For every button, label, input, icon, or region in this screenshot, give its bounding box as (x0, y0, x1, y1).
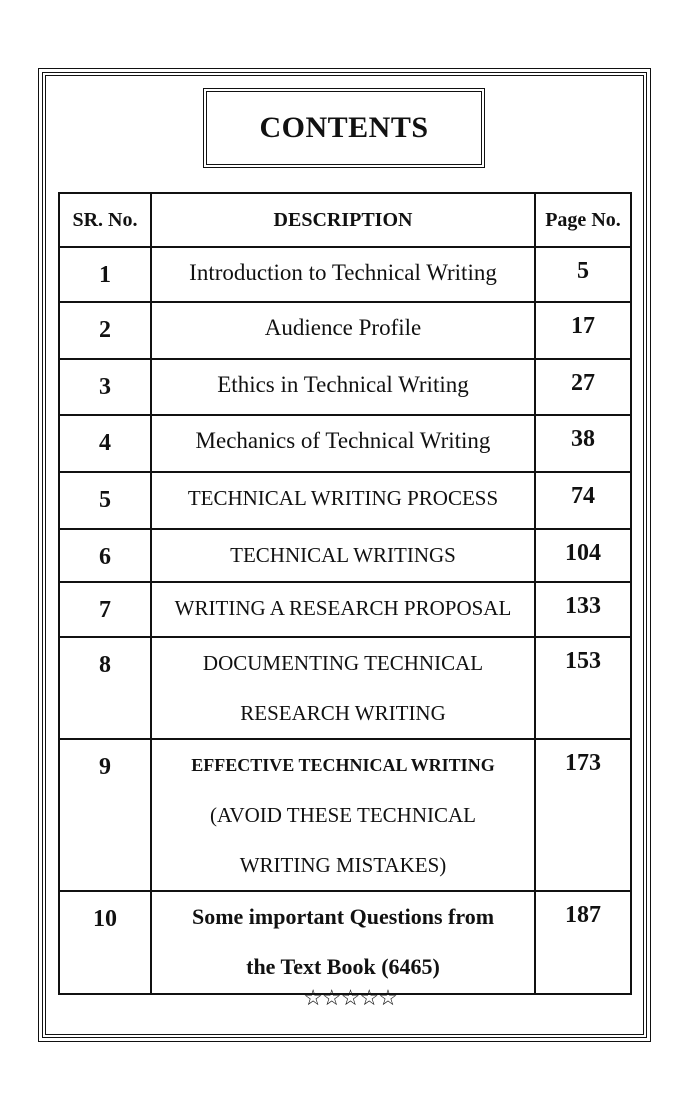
description-cell: Ethics in Technical Writing (150, 358, 536, 416)
table-row: 3 Ethics in Technical Writing 27 (58, 358, 632, 416)
description-line: Some important Questions from (191, 904, 495, 929)
sr-number: 10 (58, 890, 152, 995)
description-line: TECHNICAL WRITINGS (230, 543, 456, 567)
table-row: 6 TECHNICAL WRITINGS 104 (58, 528, 632, 583)
page-number: 133 (534, 581, 632, 638)
description-line: Introduction to Technical Writing (189, 260, 497, 285)
title-box: CONTENTS (203, 88, 485, 168)
description-line: (AVOID THESE TECHNICAL (210, 803, 476, 827)
page-border (38, 68, 651, 1042)
table-row: 5 TECHNICAL WRITING PROCESS 74 (58, 471, 632, 530)
table-row: 2 Audience Profile 17 (58, 301, 632, 360)
table-row: 10 Some important Questions from the Text … (58, 890, 632, 995)
sr-number: 9 (58, 738, 152, 892)
header-page: Page No. (534, 192, 632, 248)
table-row: 1 Introduction to Technical Writing 5 (58, 246, 632, 303)
contents-table: SR. No. DESCRIPTION Page No. 1 Introducti… (58, 192, 632, 995)
sr-number: 3 (58, 358, 152, 416)
description-line: RESEARCH WRITING (240, 701, 446, 725)
description-line: DOCUMENTING TECHNICAL (202, 651, 484, 675)
header-description: DESCRIPTION (150, 192, 536, 248)
table-row: 8 DOCUMENTING TECHNICAL RESEARCH WRITING 15… (58, 636, 632, 740)
description-cell: Audience Profile (150, 301, 536, 360)
sr-number: 2 (58, 301, 152, 360)
description-line: WRITING A RESEARCH PROPOSAL (174, 596, 512, 620)
description-line: EFFECTIVE TECHNICAL WRITING (191, 755, 495, 775)
page-number: 5 (534, 246, 632, 303)
description-cell: TECHNICAL WRITING PROCESS (150, 471, 536, 530)
description-cell: Introduction to Technical Writing (150, 246, 536, 303)
sr-number: 4 (58, 414, 152, 473)
description-cell: DOCUMENTING TECHNICAL RESEARCH WRITING (150, 636, 536, 740)
description-cell: EFFECTIVE TECHNICAL WRITING (AVOID THESE … (150, 738, 536, 892)
description-cell: Mechanics of Technical Writing (150, 414, 536, 473)
page-title: CONTENTS (259, 111, 429, 144)
page-number: 104 (534, 528, 632, 583)
table-row: 7 WRITING A RESEARCH PROPOSAL 133 (58, 581, 632, 638)
description-cell: WRITING A RESEARCH PROPOSAL (150, 581, 536, 638)
table-header-row: SR. No. DESCRIPTION Page No. (58, 192, 632, 248)
description-cell: Some important Questions from the Text Bo… (150, 890, 536, 995)
page-number: 173 (534, 738, 632, 892)
sr-number: 5 (58, 471, 152, 530)
page-number: 17 (534, 301, 632, 360)
page-number: 38 (534, 414, 632, 473)
description-line: TECHNICAL WRITING PROCESS (187, 486, 499, 510)
description-line: Mechanics of Technical Writing (195, 428, 491, 453)
sr-number: 6 (58, 528, 152, 583)
description-line: WRITING MISTAKES) (239, 853, 447, 877)
page-number: 153 (534, 636, 632, 740)
sr-number: 1 (58, 246, 152, 303)
table-row: 4 Mechanics of Technical Writing 38 (58, 414, 632, 473)
header-sr: SR. No. (58, 192, 152, 248)
description-line: Ethics in Technical Writing (217, 372, 469, 397)
sr-number: 7 (58, 581, 152, 638)
page-number: 74 (534, 471, 632, 530)
description-cell: TECHNICAL WRITINGS (150, 528, 536, 583)
description-line: the Text Book (6465) (246, 954, 440, 979)
page-number: 187 (534, 890, 632, 995)
sr-number: 8 (58, 636, 152, 740)
description-line: Audience Profile (264, 315, 422, 340)
table-row: 9 EFFECTIVE TECHNICAL WRITING (AVOID THESE… (58, 738, 632, 892)
page-number: 27 (534, 358, 632, 416)
footer-stars: ☆☆☆☆☆ (303, 985, 398, 1010)
